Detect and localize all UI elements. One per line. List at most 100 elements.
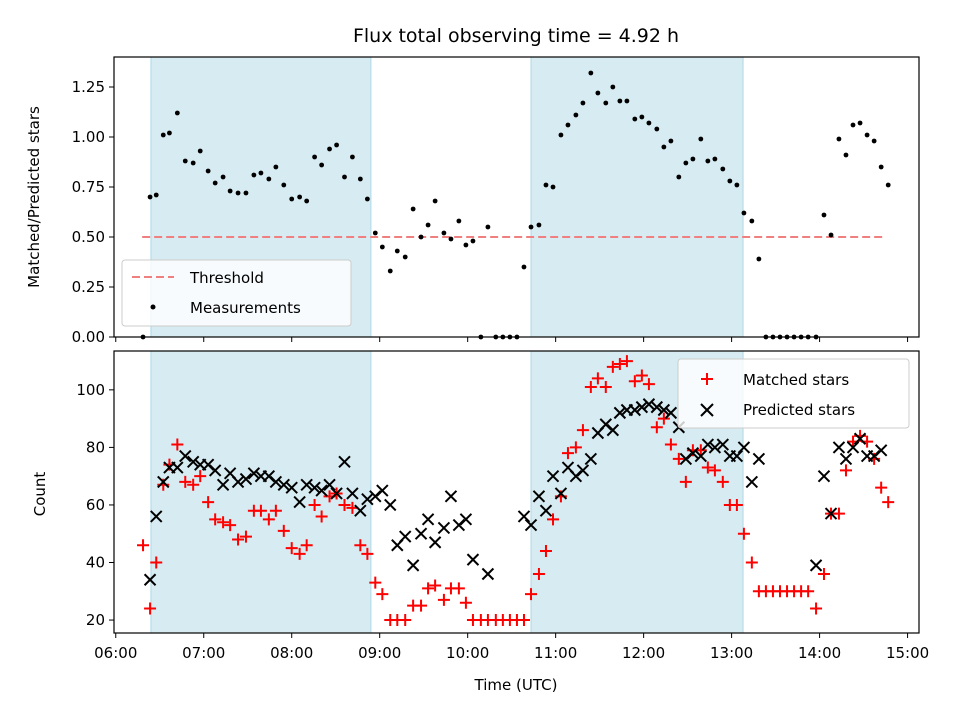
predicted-star-point	[277, 478, 291, 492]
measurement-point	[394, 248, 400, 254]
predicted-star-point	[730, 449, 744, 463]
matched-star-point	[144, 602, 157, 615]
measurement-point	[690, 156, 696, 162]
predicted-star-point	[546, 469, 560, 483]
matched-star-point	[376, 588, 389, 601]
y-tick-label: 40	[86, 554, 105, 572]
panel-top: 0.00 0.25 0.50 0.75 1.00 1.25 Matched/Predict…	[25, 56, 920, 346]
matched-star-point	[525, 588, 538, 601]
measurement-point	[639, 114, 645, 120]
measurement-point	[342, 174, 347, 180]
y-tick-label: 0.75	[72, 178, 105, 196]
x-tick-label: 11:00	[534, 644, 577, 662]
predicted-star-point	[613, 406, 627, 420]
x-axis-label: Time (UTC)	[474, 676, 558, 694]
matched-star-point	[171, 438, 184, 451]
measurement-point	[297, 194, 303, 200]
y-tick-label: 20	[86, 611, 105, 629]
matched-star-point	[716, 475, 729, 488]
x-tick-label: 15:00	[886, 644, 929, 662]
matched-star-point	[308, 498, 321, 511]
measurement-point	[565, 122, 571, 128]
measurement-point	[603, 100, 609, 106]
y-tick-label: 60	[86, 496, 105, 514]
panel-bottom-y-ticks: 20 40 60 80 100	[76, 381, 114, 629]
matched-star-point	[628, 375, 641, 388]
matched-star-point	[338, 498, 351, 511]
predicted-star-point	[171, 461, 184, 474]
measurement-point	[205, 168, 211, 174]
measurement-point	[712, 156, 718, 162]
matched-star-point	[606, 360, 619, 373]
predicted-star-point	[708, 441, 722, 454]
matched-star-point	[539, 544, 552, 557]
matched-star-point	[315, 510, 328, 523]
measurement-point	[720, 166, 726, 172]
matched-star-point	[217, 516, 230, 529]
predicted-star-point	[628, 403, 642, 417]
panel-bottom-ylabel: Count	[31, 472, 49, 517]
measurement-point	[456, 218, 462, 224]
matched-star-point	[422, 582, 435, 595]
measurement-point	[536, 222, 542, 228]
matched-star-point	[202, 496, 215, 509]
measurement-point	[727, 178, 733, 184]
x-tick-label: 10:00	[446, 644, 489, 662]
measurement-point	[580, 100, 586, 106]
measurement-point	[387, 268, 393, 274]
measurement-point	[595, 90, 601, 96]
y-tick-label: 0.50	[72, 228, 105, 246]
matched-star-point	[277, 524, 290, 537]
measurement-point	[212, 180, 218, 186]
matched-star-point	[269, 504, 282, 517]
measurement-point	[646, 120, 652, 126]
predicted-star-point	[437, 521, 451, 535]
measurement-point	[521, 264, 527, 270]
y-tick-label: 1.00	[72, 128, 105, 146]
measurement-point	[350, 154, 355, 160]
measurement-point	[676, 174, 682, 180]
matched-star-point	[591, 372, 604, 385]
predicted-star-point	[414, 527, 428, 540]
matched-star-point	[613, 357, 626, 370]
measurement-point	[418, 234, 424, 240]
predicted-star-point	[853, 432, 867, 445]
matched-star-point	[635, 369, 648, 382]
predicted-star-point	[584, 452, 598, 466]
matched-star-point	[584, 380, 597, 393]
matched-star-point	[532, 568, 545, 581]
matched-star-point	[737, 527, 750, 540]
matched-star-point	[150, 556, 163, 569]
matched-star-point	[642, 378, 655, 391]
predicted-star-point	[315, 484, 328, 497]
matched-star-point	[599, 380, 612, 393]
measurement-point	[432, 198, 438, 204]
matched-star-point	[832, 507, 845, 520]
predicted-star-point	[300, 478, 313, 492]
shaded-interval	[530, 56, 744, 338]
measurement-point	[610, 84, 616, 90]
measurement-point	[441, 230, 447, 236]
measurement-point	[661, 144, 667, 150]
x-tick-label: 12:00	[622, 644, 665, 662]
measurement-point	[543, 182, 549, 188]
predicted-star-point	[406, 559, 420, 572]
predicted-star-point	[323, 478, 336, 492]
predicted-star-point	[293, 495, 306, 509]
measurement-point	[558, 132, 564, 138]
predicted-stars-series	[143, 398, 888, 586]
predicted-star-point	[481, 567, 495, 581]
measurement-point	[654, 126, 660, 132]
matched-star-point	[399, 614, 412, 627]
matched-star-point	[547, 513, 560, 526]
measurement-point	[734, 182, 740, 188]
predicted-star-point	[157, 475, 170, 489]
matched-star-point	[224, 519, 237, 532]
measurement-point	[749, 218, 755, 224]
measurement-point	[857, 120, 863, 126]
measurement-point	[167, 130, 172, 136]
matched-star-point	[708, 464, 721, 477]
matched-star-point	[882, 496, 895, 509]
predicted-star-point	[524, 518, 538, 532]
